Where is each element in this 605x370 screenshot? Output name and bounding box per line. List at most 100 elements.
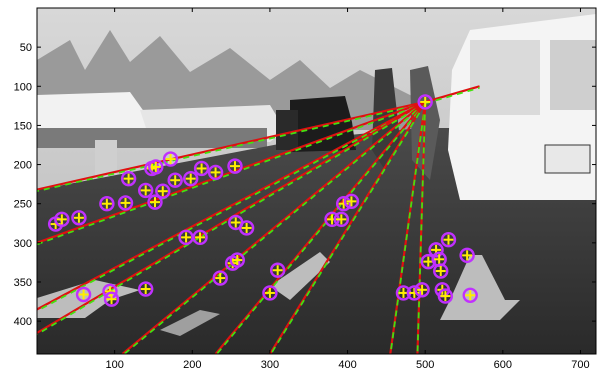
data-point-41: [433, 263, 449, 279]
point-circle: [137, 281, 154, 297]
fit-line-green-7: [389, 103, 427, 354]
y-tick-label: 300: [14, 238, 32, 250]
point-circle: [193, 160, 210, 177]
point-circle: [192, 229, 208, 246]
data-point-6: [137, 182, 154, 199]
point-circle: [183, 170, 199, 187]
fit-line-green-0: [37, 102, 426, 192]
data-point-34: [417, 94, 433, 110]
x-tick-label: 400: [338, 359, 356, 370]
fit-line-red-0: [37, 100, 426, 191]
data-point-38: [420, 253, 436, 270]
point-circle: [227, 158, 243, 174]
data-point-15: [183, 170, 199, 187]
data-point-25: [102, 283, 118, 300]
x-tick-label: 100: [105, 359, 123, 370]
y-tick-label: 200: [14, 160, 32, 172]
point-circle: [99, 196, 115, 212]
point-circle: [148, 159, 164, 175]
point-circle: [414, 282, 430, 298]
point-circle: [269, 262, 286, 278]
y-tick-label: 150: [14, 120, 32, 132]
data-point-10: [155, 183, 171, 199]
y-axis: 50 100 150 200 250 300 350 400: [14, 42, 596, 328]
fit-line-red-2: [37, 100, 426, 311]
point-circle: [417, 94, 433, 110]
point-circle: [120, 170, 137, 187]
data-point-36: [406, 285, 423, 301]
point-circle: [212, 270, 228, 286]
data-point-31: [333, 211, 350, 228]
data-point-18: [227, 158, 243, 174]
marker-layer: [47, 94, 478, 307]
data-point-17: [207, 164, 224, 181]
data-point-4: [117, 195, 134, 211]
plot-frame: [36, 7, 597, 355]
x-tick-label: 300: [261, 359, 279, 370]
point-circle: [433, 263, 449, 279]
fit-line-green-9: [424, 86, 480, 105]
data-point-2: [71, 210, 87, 226]
data-point-14: [192, 229, 208, 246]
data-point-8: [148, 159, 164, 175]
data-point-16: [193, 160, 210, 177]
point-circle: [420, 253, 436, 270]
point-circle: [54, 211, 70, 228]
fit-line-green-1: [37, 102, 426, 246]
data-point-44: [440, 232, 457, 248]
y-tick-label: 100: [14, 81, 32, 93]
data-point-3: [99, 196, 115, 212]
fit-line-red-5: [214, 101, 427, 354]
data-point-28: [262, 285, 278, 301]
data-point-26: [103, 291, 120, 307]
point-circle: [75, 286, 92, 303]
fit-line-green-8: [416, 103, 427, 354]
y-tick-label: 350: [14, 277, 32, 289]
data-point-23: [238, 220, 255, 236]
point-circle: [406, 285, 423, 301]
point-circle: [459, 247, 475, 264]
point-circle: [333, 211, 350, 228]
point-circle: [440, 232, 457, 248]
line-layer: [37, 85, 480, 354]
point-circle: [462, 287, 478, 303]
point-circle: [207, 164, 224, 181]
data-point-45: [459, 247, 475, 264]
fit-line-green-6: [269, 102, 426, 354]
y-tick-label: 400: [14, 316, 32, 328]
x-tick-label: 700: [571, 359, 589, 370]
x-axis: 100 200 300 400 500 600 700: [105, 8, 590, 370]
data-point-1: [54, 211, 70, 228]
x-tick-label: 500: [416, 359, 434, 370]
point-circle: [238, 220, 255, 236]
data-point-43: [437, 288, 454, 304]
fit-line-red-9: [424, 85, 480, 103]
data-point-9: [147, 194, 163, 210]
data-point-11: [162, 151, 179, 167]
x-tick-label: 200: [183, 359, 201, 370]
data-point-37: [414, 282, 430, 298]
point-circle: [335, 196, 352, 212]
data-point-32: [335, 196, 352, 212]
data-point-29: [269, 262, 286, 278]
data-point-27: [137, 281, 154, 297]
y-tick-label: 50: [20, 42, 32, 54]
point-circle: [137, 182, 154, 199]
data-point-24: [75, 286, 92, 303]
data-point-46: [462, 287, 478, 303]
photo-background: [37, 8, 596, 354]
point-circle: [162, 151, 179, 167]
point-circle: [117, 195, 134, 211]
point-circle: [71, 210, 87, 226]
fit-line-green-2: [37, 102, 426, 312]
point-circle: [428, 242, 444, 258]
point-circle: [167, 172, 183, 188]
data-point-13: [178, 229, 194, 246]
x-tick-label: 600: [494, 359, 512, 370]
point-circle: [155, 183, 171, 199]
point-circle: [437, 288, 454, 304]
y-tick-label: 250: [14, 199, 32, 211]
data-point-19: [212, 270, 228, 286]
data-point-12: [167, 172, 183, 188]
